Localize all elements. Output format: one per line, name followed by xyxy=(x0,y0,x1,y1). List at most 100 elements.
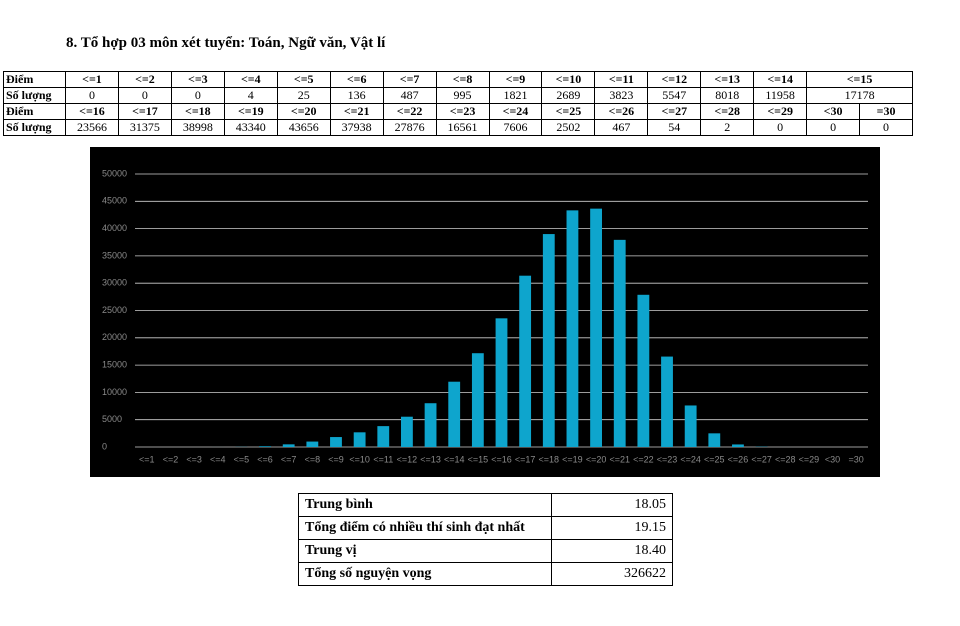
x-tick-label: <=7 xyxy=(281,454,297,464)
bar xyxy=(590,208,602,447)
stat-label: Trung vị xyxy=(298,539,552,563)
table-cell: <=29 xyxy=(753,103,808,120)
table-cell: 4 xyxy=(223,87,278,104)
stats-table: Trung bình 18.05 Tổng điểm có nhiều thí si… xyxy=(298,493,673,586)
table-row: Tổng số nguyện vọng 326622 xyxy=(298,562,673,586)
table-cell: <=2 xyxy=(117,71,172,88)
table-cell: <=19 xyxy=(223,103,278,120)
y-tick-label: 25000 xyxy=(102,305,127,315)
stat-value: 18.05 xyxy=(551,493,673,517)
table-row: Trung vị 18.40 xyxy=(298,539,673,563)
table-cell: <=21 xyxy=(329,103,384,120)
y-tick-label: 5000 xyxy=(102,414,122,424)
x-tick-label: <=18 xyxy=(539,454,560,464)
table-cell: 0 xyxy=(806,119,861,136)
x-tick-label: <=9 xyxy=(328,454,344,464)
y-tick-label: 30000 xyxy=(102,278,127,288)
table-cell: <=20 xyxy=(276,103,331,120)
table-cell: <=27 xyxy=(647,103,702,120)
bar xyxy=(330,437,342,447)
table-row: Điểm <=1 <=2 <=3 <=4 <=5 <=6 <=7 <=8 <=9 <=10 <=11 <… xyxy=(3,71,913,88)
x-tick-label: <30 xyxy=(825,454,840,464)
table-cell: <=3 xyxy=(170,71,225,88)
x-tick-label: =30 xyxy=(849,454,864,464)
table-cell: 43340 xyxy=(223,119,278,136)
table-cell: <=7 xyxy=(382,71,437,88)
table-cell: 38998 xyxy=(170,119,225,136)
bar xyxy=(424,403,437,447)
table-cell: 11958 xyxy=(753,87,808,104)
y-tick-label: 10000 xyxy=(102,387,127,397)
x-tick-label: <=2 xyxy=(163,454,179,464)
bar xyxy=(377,426,390,447)
table-cell: <=17 xyxy=(117,103,172,120)
x-tick-label: <=20 xyxy=(586,454,607,464)
bar xyxy=(471,353,484,447)
y-tick-label: 0 xyxy=(102,441,107,451)
x-tick-label: <=26 xyxy=(728,454,749,464)
x-tick-label: <=16 xyxy=(491,454,512,464)
bar xyxy=(448,381,461,447)
x-tick-label: <=1 xyxy=(139,454,155,464)
x-tick-label: <=29 xyxy=(799,454,820,464)
table-cell: =30 xyxy=(859,103,913,120)
table-cell: <=4 xyxy=(223,71,278,88)
bar xyxy=(542,234,555,447)
table-cell: 0 xyxy=(65,87,119,104)
table-cell: 2502 xyxy=(541,119,596,136)
table-cell: <=22 xyxy=(382,103,437,120)
bar xyxy=(519,275,532,447)
table-cell: <=24 xyxy=(488,103,543,120)
x-tick-label: <=4 xyxy=(210,454,226,464)
table-cell: 3823 xyxy=(594,87,649,104)
table-cell: 0 xyxy=(859,119,913,136)
table-cell: <=10 xyxy=(541,71,596,88)
x-tick-label: <=25 xyxy=(704,454,725,464)
table-cell: 995 xyxy=(435,87,490,104)
x-tick-label: <=13 xyxy=(420,454,441,464)
bar xyxy=(259,446,271,447)
x-tick-label: <=15 xyxy=(468,454,489,464)
table-cell: 27876 xyxy=(382,119,437,136)
table-cell: 0 xyxy=(753,119,808,136)
bar xyxy=(401,416,413,447)
x-tick-label: <=5 xyxy=(234,454,250,464)
bar xyxy=(353,432,366,447)
table-cell: <=8 xyxy=(435,71,490,88)
bar xyxy=(708,433,721,447)
row-header: Số lượng xyxy=(3,87,66,104)
x-tick-label: <=8 xyxy=(305,454,321,464)
table-cell: 1821 xyxy=(488,87,543,104)
table-row: Số lượng 0 0 0 4 25 136 487 995 1821 2689 3823 5547 8… xyxy=(3,87,913,104)
table-cell: 136 xyxy=(329,87,384,104)
table-cell: <=28 xyxy=(700,103,755,120)
bar xyxy=(684,405,697,447)
x-tick-label: <=24 xyxy=(680,454,701,464)
table-cell: 487 xyxy=(382,87,437,104)
chart: 0 5000 10000 15000 20000 25000 30000 35000 40000… xyxy=(90,147,880,477)
table-cell: 43656 xyxy=(276,119,331,136)
table-row: Điểm <=16 <=17 <=18 <=19 <=20 <=21 <=22 <=23 <=24… xyxy=(3,103,913,120)
row-header: Điểm xyxy=(3,103,66,120)
x-tick-label: <=11 xyxy=(373,454,393,464)
bar xyxy=(282,444,295,447)
bar xyxy=(566,210,579,447)
chart-background xyxy=(90,147,880,477)
table-cell: 25 xyxy=(276,87,331,104)
table-cell: <=13 xyxy=(700,71,755,88)
x-tick-label: <=28 xyxy=(775,454,796,464)
y-tick-label: 45000 xyxy=(102,196,127,206)
x-tick-label: <=27 xyxy=(751,454,772,464)
row-header: Điểm xyxy=(3,71,66,88)
x-tick-label: <=14 xyxy=(444,454,465,464)
bar xyxy=(495,318,508,447)
table-cell: <=11 xyxy=(594,71,649,88)
bar xyxy=(732,444,744,447)
row-header: Số lượng xyxy=(3,119,66,136)
table-cell: <=14 xyxy=(753,71,808,88)
x-tick-label: <=19 xyxy=(562,454,583,464)
table-cell: <=25 xyxy=(541,103,596,120)
score-table: Điểm <=1 <=2 <=3 <=4 <=5 <=6 <=7 <=8 <=9 <=10 <=11 <… xyxy=(3,71,913,136)
table-cell: 2689 xyxy=(541,87,596,104)
